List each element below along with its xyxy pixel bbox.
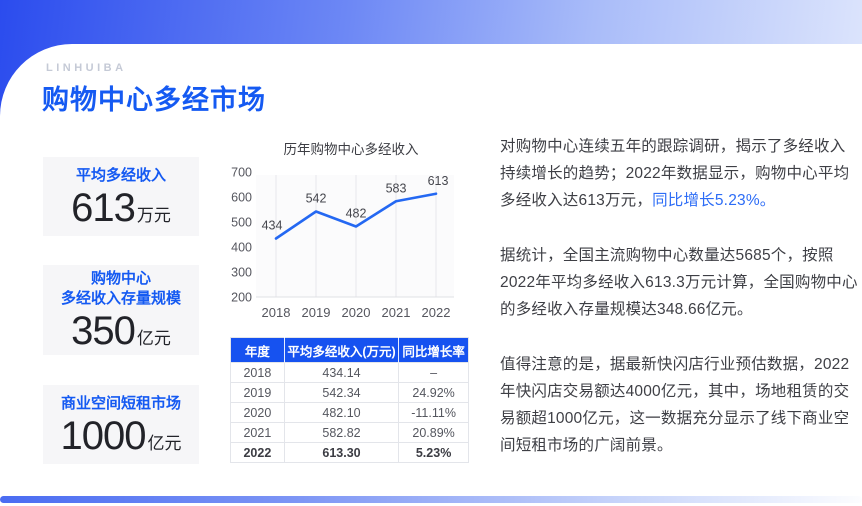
stat-unit: 万元 (136, 205, 171, 225)
svg-text:600: 600 (231, 191, 252, 205)
table-cell: 2020 (230, 402, 285, 423)
bottom-gradient-banner (0, 496, 862, 503)
line-chart: 700 600 500 400 300 200 2018 2019 2020 2021 2022 43… (230, 162, 472, 324)
table-cell: 542.34 (283, 382, 400, 403)
svg-text:2018: 2018 (262, 305, 291, 320)
stat-label: 购物中心 多经收入存量规模 (60, 270, 181, 307)
svg-text:613: 613 (428, 174, 449, 188)
chart-title: 历年购物中心多经收入 (283, 142, 419, 157)
table-cell: 582.82 (283, 422, 400, 443)
table-row: 2022 613.30 5.23% (230, 442, 469, 463)
stat-card-short-rent-market: 商业空间短租市场 1000 亿元 (43, 385, 199, 464)
insights-column: 对购物中心连续五年的跟踪调研，揭示了多经收入持续增长的趋势；2022年数据显示，… (500, 133, 858, 487)
line-chart-svg: 700 600 500 400 300 200 2018 2019 2020 2021 2022 43… (231, 166, 454, 320)
chart-panel: 历年购物中心多经收入 700 600 500 400 300 200 2018 2019 202… (230, 138, 472, 324)
stat-unit: 亿元 (147, 433, 182, 453)
stat-value-row: 1000 亿元 (61, 416, 182, 456)
svg-text:2021: 2021 (382, 305, 411, 320)
table-cell: 5.23% (398, 442, 469, 463)
stat-value-row: 613 万元 (71, 188, 171, 228)
svg-text:2019: 2019 (302, 305, 331, 320)
svg-text:300: 300 (231, 266, 252, 280)
stat-card-stock-scale: 购物中心 多经收入存量规模 350 亿元 (43, 265, 199, 355)
table-row: 2020 482.10 -11.11% (230, 402, 469, 423)
svg-text:200: 200 (231, 291, 252, 305)
table-cell: 2018 (230, 362, 285, 383)
insight-paragraph: 值得注意的是，据最新快闪店行业预估数据，2022年快闪店交易额达4000亿元，其… (500, 356, 850, 454)
stat-value: 1000 (60, 413, 147, 458)
table-cell: 613.30 (283, 442, 400, 463)
svg-text:400: 400 (231, 241, 252, 255)
svg-text:700: 700 (231, 166, 252, 180)
table-cell: 2022 (230, 442, 285, 463)
table-header-cell: 同比增长率 (398, 337, 469, 363)
brand-logo: LINHUIBA (46, 62, 127, 74)
table-cell: 20.89% (398, 422, 469, 443)
table-cell: -11.11% (398, 402, 469, 423)
page-title: 购物中心多经市场 (42, 85, 266, 115)
stats-column: 平均多经收入 613 万元 购物中心 多经收入存量规模 350 亿元 商业空间短… (43, 157, 199, 464)
table-header-row: 年度 平均多经收入(万元) 同比增长率 (230, 337, 469, 363)
table-cell: 434.14 (283, 362, 400, 383)
stat-unit: 亿元 (136, 329, 171, 348)
table-row: 2019 542.34 24.92% (230, 382, 469, 403)
table-header-cell: 平均多经收入(万元) (283, 337, 399, 363)
stat-value: 350 (71, 309, 136, 353)
table-cell: 24.92% (398, 382, 469, 403)
insight-text: 对购物中心连续五年的跟踪调研，揭示了多经收入持续增长的趋势；2022年数据显示，… (500, 138, 850, 209)
svg-text:482: 482 (346, 207, 367, 221)
table-cell: – (398, 362, 469, 383)
insight-paragraph: 据统计，全国主流购物中心数量达5685个，按照2022年平均多经收入613.3万… (500, 247, 858, 318)
svg-text:2022: 2022 (422, 305, 451, 320)
svg-text:434: 434 (262, 219, 283, 233)
data-table: 年度 平均多经收入(万元) 同比增长率 2018 434.14 – 2019 5… (230, 337, 469, 463)
table-row: 2021 582.82 20.89% (230, 422, 469, 443)
insight-paragraph: 对购物中心连续五年的跟踪调研，揭示了多经收入持续增长的趋势；2022年数据显示，… (500, 133, 858, 214)
svg-text:583: 583 (386, 181, 407, 195)
stat-card-average-income: 平均多经收入 613 万元 (43, 157, 199, 236)
table-cell: 2019 (230, 382, 285, 403)
highlight-text: 同比增长5.23%。 (652, 192, 776, 209)
table-header-cell: 年度 (230, 337, 285, 363)
stat-label: 平均多经收入 (75, 166, 166, 184)
svg-text:2020: 2020 (342, 305, 371, 320)
table-cell: 482.10 (283, 402, 400, 423)
svg-text:542: 542 (306, 192, 327, 206)
svg-text:500: 500 (231, 216, 252, 230)
stat-value-row: 350 亿元 (71, 311, 171, 351)
stat-value: 613 (71, 185, 136, 230)
stat-label: 商业空间短租市场 (60, 394, 181, 412)
table-row: 2018 434.14 – (230, 362, 469, 383)
table-cell: 2021 (230, 422, 285, 443)
